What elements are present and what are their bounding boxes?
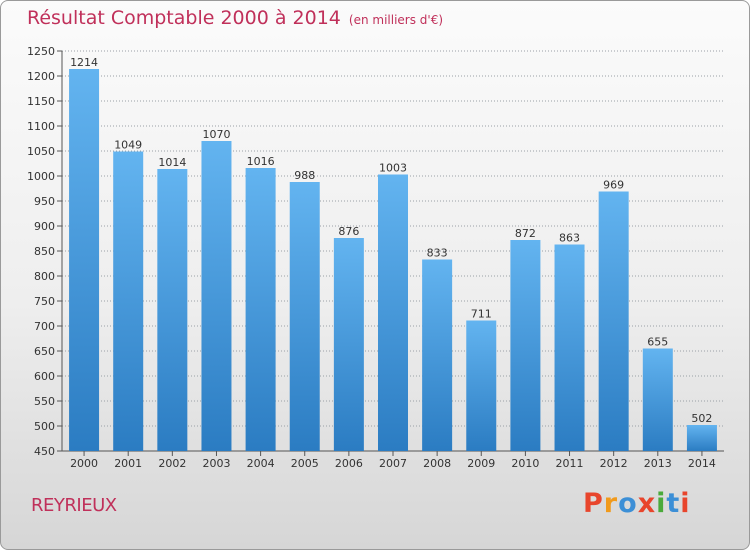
y-tick-label: 800 bbox=[34, 270, 55, 283]
bar-2013 bbox=[642, 348, 673, 451]
x-tick-label-2008: 2008 bbox=[423, 457, 451, 470]
bars bbox=[69, 69, 717, 451]
chart-title-main: Résultat Comptable 2000 à 2014 bbox=[27, 7, 341, 29]
y-tick-label: 1250 bbox=[27, 45, 55, 58]
x-tick-label-2011: 2011 bbox=[556, 457, 584, 470]
bar-2014 bbox=[686, 425, 717, 451]
logo-letter: P bbox=[583, 488, 604, 519]
x-tick-label-2010: 2010 bbox=[511, 457, 539, 470]
bar-2001 bbox=[113, 151, 144, 451]
data-label-2014: 502 bbox=[691, 412, 712, 425]
proxiti-logo: Proxiti bbox=[583, 488, 691, 519]
bar-2011 bbox=[554, 244, 585, 451]
y-tick-label: 950 bbox=[34, 195, 55, 208]
bar-2006 bbox=[333, 238, 364, 451]
y-tick-label: 500 bbox=[34, 420, 55, 433]
data-label-2010: 872 bbox=[515, 227, 536, 240]
x-tick-label-2002: 2002 bbox=[158, 457, 186, 470]
y-tick-label: 1000 bbox=[27, 170, 55, 183]
bar-2004 bbox=[245, 168, 276, 451]
x-tick-label-2005: 2005 bbox=[291, 457, 319, 470]
y-tick-label: 1200 bbox=[27, 70, 55, 83]
y-tick-label: 700 bbox=[34, 320, 55, 333]
y-tick-label: 750 bbox=[34, 295, 55, 308]
chart-title-unit: (en milliers d'€) bbox=[348, 13, 444, 27]
data-label-2005: 988 bbox=[294, 169, 315, 182]
bar-2007 bbox=[378, 174, 408, 451]
logo-letter: i bbox=[656, 488, 667, 519]
x-tick-label-2007: 2007 bbox=[379, 457, 407, 470]
y-tick-label: 650 bbox=[34, 345, 55, 358]
x-tick-label-2014: 2014 bbox=[688, 457, 716, 470]
x-tick-label-2000: 2000 bbox=[70, 457, 98, 470]
y-tick-label: 900 bbox=[34, 220, 55, 233]
bar-2003 bbox=[201, 141, 232, 451]
data-label-2000: 1214 bbox=[70, 56, 98, 69]
y-tick-label: 450 bbox=[34, 445, 55, 458]
y-tick-label: 850 bbox=[34, 245, 55, 258]
bar-2010 bbox=[510, 240, 541, 451]
data-label-2013: 655 bbox=[647, 336, 668, 349]
data-label-2008: 833 bbox=[427, 247, 448, 260]
y-tick-label: 600 bbox=[34, 370, 55, 383]
bar-2009 bbox=[466, 320, 497, 451]
data-label-2009: 711 bbox=[471, 308, 492, 321]
bar-2012 bbox=[598, 191, 629, 451]
x-tick-label-2006: 2006 bbox=[335, 457, 363, 470]
x-tick-label-2001: 2001 bbox=[114, 457, 142, 470]
y-tick-label: 1150 bbox=[27, 95, 55, 108]
logo-letter: o bbox=[618, 488, 638, 519]
data-label-2001: 1049 bbox=[114, 139, 142, 152]
bar-2002 bbox=[157, 169, 188, 451]
bar-2005 bbox=[289, 182, 320, 451]
data-label-2007: 1003 bbox=[379, 162, 407, 175]
logo-letter: r bbox=[603, 488, 619, 519]
x-tick-label-2003: 2003 bbox=[202, 457, 230, 470]
y-tick-label: 1050 bbox=[27, 145, 55, 158]
bar-2000 bbox=[69, 69, 100, 451]
logo-letter: i bbox=[680, 488, 691, 519]
x-tick-label-2004: 2004 bbox=[247, 457, 275, 470]
data-label-2012: 969 bbox=[603, 179, 624, 192]
y-tick-label: 1100 bbox=[27, 120, 55, 133]
x-tick-label-2012: 2012 bbox=[600, 457, 628, 470]
logo-letter: t bbox=[666, 488, 681, 519]
data-label-2003: 1070 bbox=[202, 128, 230, 141]
bar-2008 bbox=[422, 259, 453, 451]
x-tick-label-2009: 2009 bbox=[467, 457, 495, 470]
y-tick-label: 550 bbox=[34, 395, 55, 408]
data-label-2011: 863 bbox=[559, 232, 580, 245]
logo-letter: x bbox=[637, 488, 657, 519]
x-tick-label-2013: 2013 bbox=[644, 457, 672, 470]
data-label-2004: 1016 bbox=[247, 155, 275, 168]
data-label-2002: 1014 bbox=[158, 156, 186, 169]
data-labels: 1214 1049 1014 1070 1016 988 876 1003 833 711 872 8… bbox=[70, 56, 712, 425]
data-label-2006: 876 bbox=[338, 225, 359, 238]
commune-name: REYRIEUX bbox=[31, 495, 117, 516]
chart-title: Résultat Comptable 2000 à 2014 (en millie… bbox=[27, 7, 443, 29]
